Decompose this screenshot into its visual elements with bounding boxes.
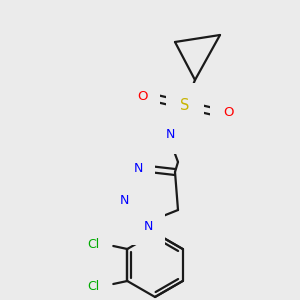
Text: O: O xyxy=(223,106,233,119)
Text: N: N xyxy=(143,220,153,232)
Text: Cl: Cl xyxy=(87,238,99,250)
Text: O: O xyxy=(137,91,147,103)
Text: Cl: Cl xyxy=(87,280,99,292)
Text: N: N xyxy=(165,128,175,142)
Text: H: H xyxy=(152,128,160,142)
Text: S: S xyxy=(180,98,190,112)
Text: N: N xyxy=(119,194,129,206)
Text: N: N xyxy=(133,161,143,175)
